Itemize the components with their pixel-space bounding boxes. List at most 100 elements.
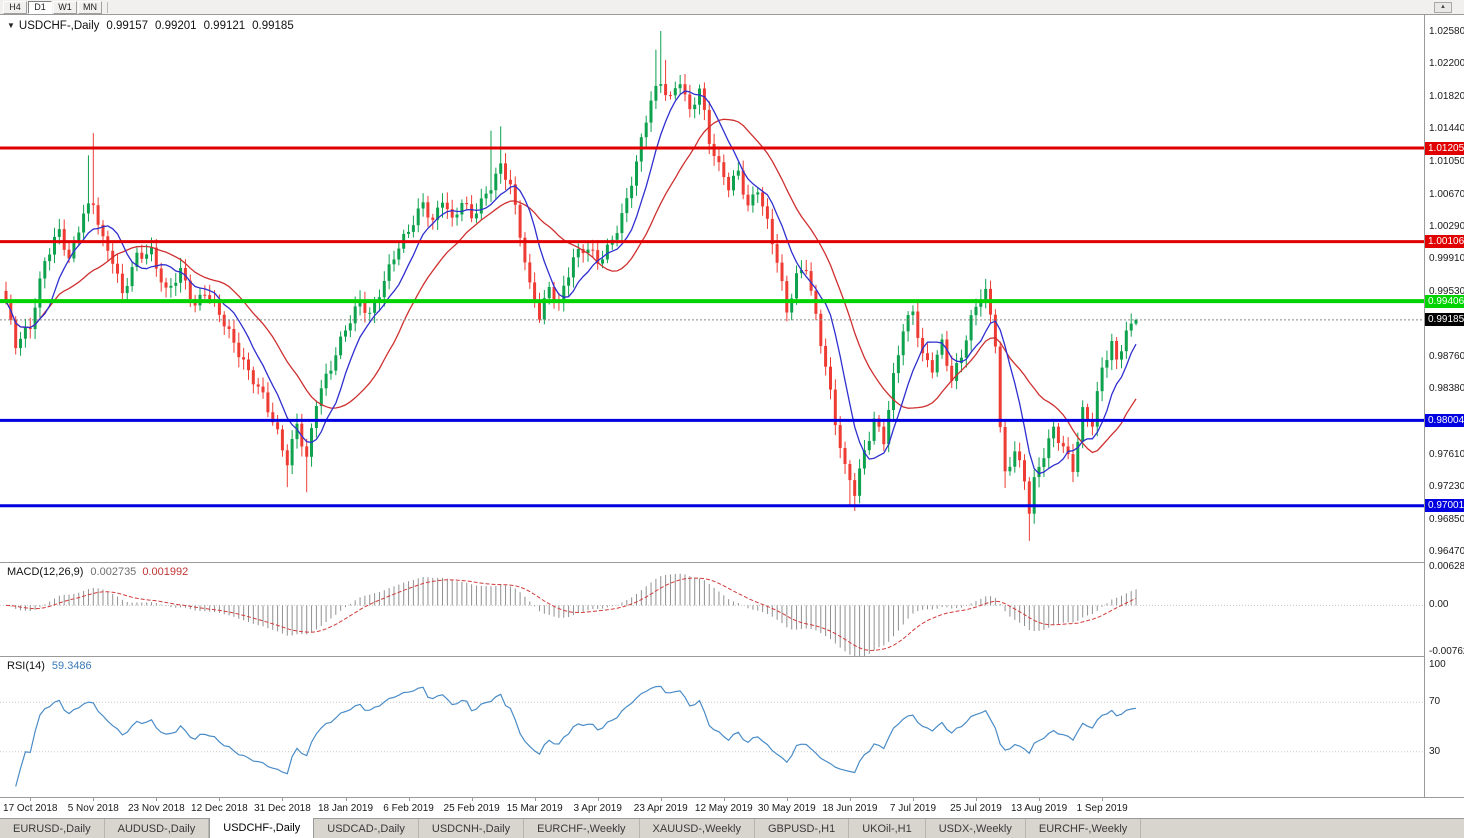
time-axis-label: 12 Dec 2018 [191,803,248,814]
chart-ohlc-header: ▼ USDCHF-,Daily 0.99157 0.99201 0.99121 0.991… [7,20,294,32]
price-level-badge: 0.99406 [1425,295,1464,308]
ohlc-open: 0.99157 [106,20,148,32]
price-scale-label: 1.00290 [1429,221,1464,232]
price-level-badge: 0.98004 [1425,414,1464,427]
tab-eurchf-weekly-2[interactable]: EURCHF-,Weekly [1026,819,1142,838]
tab-ukoil-h1[interactable]: UKOil-,H1 [849,819,926,838]
price-scale-label: 1.01440 [1429,123,1464,134]
macd-title-text: MACD(12,26,9) [7,566,84,578]
price-scale-label: 0.97610 [1429,449,1464,460]
time-axis-tick [30,798,32,801]
price-scale-label: 0.98380 [1429,383,1464,394]
current-price-badge: 0.99185 [1425,313,1464,326]
time-axis-tick [849,798,851,801]
price-scale-label: 1.02580 [1429,26,1464,37]
macd-scale-label: 0.00 [1429,599,1449,610]
time-axis-tick [345,798,347,801]
price-scale-label: 1.00670 [1429,189,1464,200]
price-scale-label: 0.98760 [1429,351,1464,362]
price-scale-label: 1.02200 [1429,58,1464,69]
ohlc-low: 0.99121 [203,20,246,32]
time-axis-label: 23 Nov 2018 [127,803,185,814]
timeframe-buttons: H4 D1 W1 MN [3,0,103,14]
chart-tabs: EURUSD-,Daily AUDUSD-,Daily USDCHF-,Daily U… [0,818,1464,838]
price-level-badge: 0.97001 [1425,499,1464,512]
time-axis-label: 12 May 2019 [694,803,753,814]
rsi-scale-label: 30 [1429,746,1441,757]
time-axis-label: 7 Jul 2019 [889,803,937,814]
time-axis-label: 25 Feb 2019 [443,803,500,814]
time-axis-tick [1102,798,1104,801]
timeframe-mn[interactable]: MN [78,0,102,14]
rsi-scale-label: 100 [1429,659,1446,670]
tab-eurusd-daily[interactable]: EURUSD-,Daily [0,819,105,838]
toolbar-separator [107,1,108,13]
time-axis-tick [471,798,473,801]
time-axis-label: 23 Apr 2019 [633,803,688,814]
time-axis-tick [1039,798,1041,801]
rsi-title-text: RSI(14) [7,660,45,672]
time-axis-label: 18 Jan 2019 [317,803,374,814]
time-axis-tick [912,798,914,801]
main-chart-canvas[interactable] [0,15,1424,561]
time-axis-label: 18 Jun 2019 [822,803,878,814]
macd-main-value: 0.002735 [90,566,137,578]
time-axis-label: 3 Apr 2019 [573,803,622,814]
time-axis-tick [408,798,410,801]
macd-canvas[interactable] [0,563,1424,656]
time-axis-tick [219,798,221,801]
rsi-canvas[interactable] [0,657,1424,797]
time-axis[interactable]: 17 Oct 2018 5 Nov 2018 23 Nov 2018 12 Dec 2… [0,797,1464,818]
price-scale-label: 1.01050 [1429,156,1464,167]
macd-scale-label: -0.00762 [1429,646,1464,657]
tab-gbpusd-h1[interactable]: GBPUSD-,H1 [755,819,850,838]
time-axis-tick [976,798,977,801]
price-level-badge: 1.01205 [1425,142,1464,155]
price-scale-label: 0.97230 [1429,481,1464,492]
timeframe-w1[interactable]: W1 [53,0,77,14]
macd-label: MACD(12,26,9) 0.002735 0.001992 [7,566,188,578]
price-scale-label: 0.96850 [1429,514,1464,525]
macd-panel: MACD(12,26,9) 0.002735 0.001992 [0,562,1424,656]
time-axis-label: 6 Feb 2019 [383,803,434,814]
time-axis-tick [723,798,725,801]
timeframe-toolbar: H4 D1 W1 MN ▲ [0,0,1464,15]
tab-usdcad-daily[interactable]: USDCAD-,Daily [314,819,419,838]
time-axis-label: 15 Mar 2019 [506,803,563,814]
time-axis-label: 31 Dec 2018 [254,803,311,814]
price-level-badge: 1.00106 [1425,235,1464,248]
time-axis-label: 30 May 2019 [757,803,816,814]
time-axis-tick [786,798,788,801]
time-axis-tick [282,798,284,801]
time-axis-label: 5 Nov 2018 [67,803,119,814]
tab-usdx-weekly[interactable]: USDX-,Weekly [926,819,1026,838]
time-axis-tick [534,798,536,801]
macd-scale-label: 0.006286 [1429,561,1464,572]
time-axis-tick [93,798,95,801]
ohlc-close: 0.99185 [252,20,294,32]
price-scale-label: 1.01820 [1429,91,1464,102]
macd-signal-value: 0.001992 [142,566,189,578]
timeframe-d1[interactable]: D1 [28,0,52,14]
tab-usdchf-daily[interactable]: USDCHF-,Daily [209,818,315,838]
tab-audusd-daily[interactable]: AUDUSD-,Daily [105,819,210,838]
collapse-icon[interactable]: ▼ [7,21,15,30]
tab-xauusd-weekly[interactable]: XAUUSD-,Weekly [640,819,755,838]
tab-usdcnh-daily[interactable]: USDCNH-,Daily [419,819,525,838]
price-scale-label: 0.96470 [1429,546,1464,557]
price-scale-label: 0.99910 [1429,253,1464,264]
time-axis-label: 13 Aug 2019 [1010,803,1068,814]
time-axis-label: 1 Sep 2019 [1076,803,1128,814]
symbol-timeframe-label: USDCHF-,Daily [18,20,100,32]
price-scale[interactable]: 1.02580 1.02200 1.01820 1.01440 1.01050 1.006… [1424,15,1464,797]
timeframe-h4[interactable]: H4 [3,0,27,14]
rsi-label: RSI(14) 59.3486 [7,660,92,672]
time-axis-label: 25 Jul 2019 [950,803,1002,814]
scroll-up-button[interactable]: ▲ [1434,2,1452,13]
time-axis-tick [156,798,158,801]
main-chart-panel: ▼ USDCHF-,Daily 0.99157 0.99201 0.99121 0.991… [0,15,1424,561]
rsi-value: 59.3486 [51,660,92,672]
ohlc-high: 0.99201 [155,20,197,32]
time-axis-label: 17 Oct 2018 [3,803,58,814]
tab-eurchf-weekly[interactable]: EURCHF-,Weekly [524,819,640,838]
